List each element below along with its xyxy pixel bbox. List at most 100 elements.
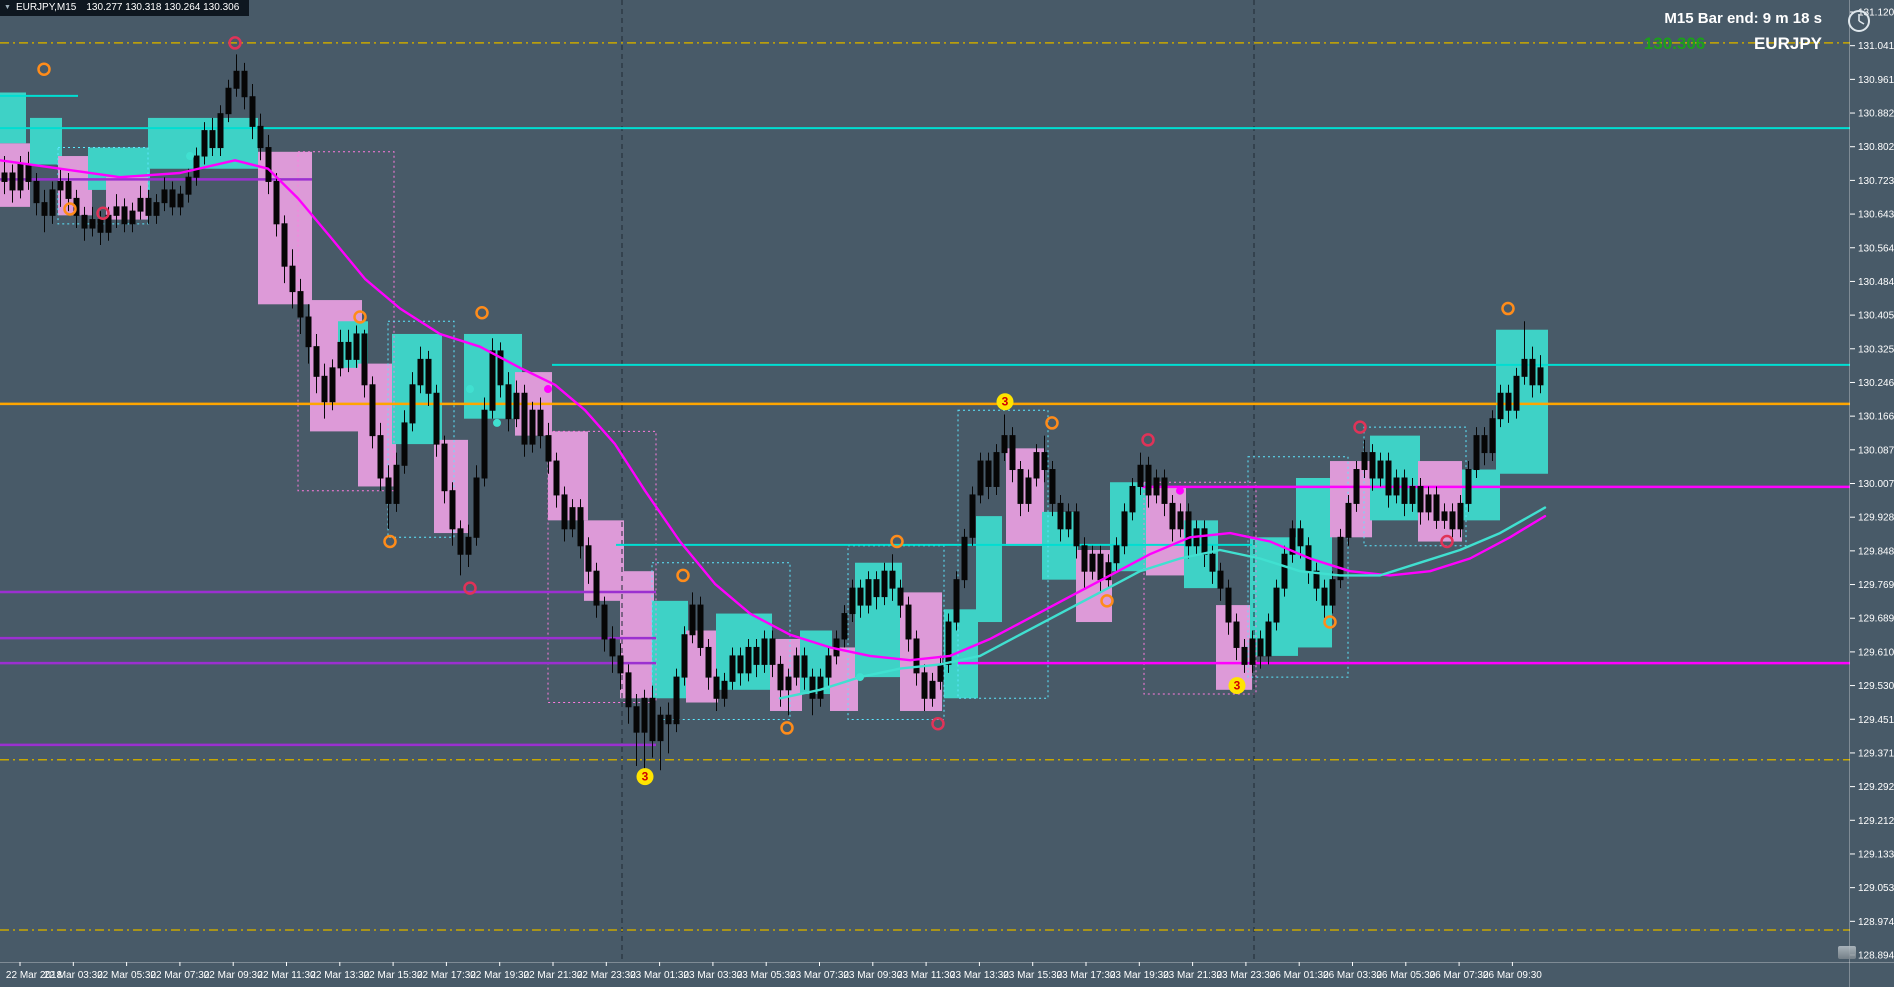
candle-body bbox=[1073, 511, 1080, 547]
candle-body bbox=[1353, 469, 1360, 504]
symbol-dropdown-icon[interactable]: ▼ bbox=[4, 4, 11, 11]
wave-3-number: 3 bbox=[642, 770, 649, 784]
price-axis[interactable]: 131.120 131.041 130.961 130.882 130.802 130.7… bbox=[1849, 0, 1894, 987]
price-axis-label: 130.484 bbox=[1858, 277, 1894, 288]
candle-body bbox=[769, 638, 776, 665]
price-axis-label: 129.133 bbox=[1858, 849, 1894, 860]
candle-body bbox=[561, 494, 568, 530]
signal-circle-orange bbox=[1501, 301, 1515, 316]
time-axis-label: 23 Mar 11:30 bbox=[897, 970, 956, 981]
candle-body bbox=[553, 460, 560, 496]
quote-line: 130.306 EURJPY bbox=[1644, 34, 1822, 54]
candle-body bbox=[969, 494, 976, 538]
candle-body bbox=[1033, 452, 1040, 479]
time-axis-label: 26 Mar 05:30 bbox=[1376, 970, 1435, 981]
price-axis-label: 129.689 bbox=[1858, 614, 1894, 625]
price-axis-label: 128.894 bbox=[1858, 951, 1894, 962]
candle-body bbox=[1497, 392, 1504, 420]
candle-body bbox=[1313, 570, 1320, 589]
time-axis-label: 23 Mar 01:30 bbox=[630, 970, 689, 981]
signal-circle-orange bbox=[353, 310, 367, 324]
candle-body bbox=[257, 125, 264, 149]
candle-body bbox=[185, 176, 192, 195]
candle-body bbox=[161, 189, 168, 204]
time-axis-label: 22 Mar 11:30 bbox=[257, 970, 316, 981]
signal-circle-orange bbox=[780, 721, 794, 735]
wave-3-marker bbox=[996, 393, 1014, 411]
candle-body bbox=[1409, 485, 1416, 504]
wave-3-marker bbox=[636, 768, 654, 786]
candle-body bbox=[521, 392, 528, 445]
candle-body bbox=[57, 180, 64, 191]
candle-body bbox=[97, 219, 104, 233]
candle-body bbox=[1425, 494, 1432, 513]
candle-body bbox=[1161, 477, 1168, 504]
candle-body bbox=[1217, 570, 1224, 589]
candle-body bbox=[649, 697, 656, 742]
candle-body bbox=[665, 714, 672, 725]
ma-layer bbox=[0, 159, 1547, 700]
signal-dot bbox=[186, 152, 194, 161]
candle-body bbox=[745, 646, 752, 674]
candle-body bbox=[1257, 638, 1264, 657]
candle-body bbox=[1233, 621, 1240, 648]
symbol-label: EURJPY bbox=[1753, 34, 1822, 53]
candle-body bbox=[697, 604, 704, 648]
time-axis-label: 23 Mar 09:30 bbox=[843, 970, 902, 981]
price-axis-label: 129.371 bbox=[1858, 748, 1894, 759]
candle-body bbox=[33, 180, 40, 204]
price-axis-label: 130.723 bbox=[1858, 176, 1894, 187]
candles-layer bbox=[1, 54, 1544, 771]
time-axis-label: 23 Mar 21:30 bbox=[1163, 970, 1222, 981]
candle-body bbox=[753, 646, 760, 665]
candle-body bbox=[1377, 460, 1384, 479]
time-axis-label: 22 Mar 19:30 bbox=[470, 970, 529, 981]
candle-body bbox=[1081, 545, 1088, 572]
candle-body bbox=[169, 189, 176, 208]
signal-dot bbox=[856, 673, 864, 682]
candle-body bbox=[393, 464, 400, 504]
wave-3-number: 3 bbox=[1002, 395, 1009, 409]
signal-circle-orange bbox=[37, 62, 51, 76]
candle-body bbox=[1129, 485, 1136, 513]
candle-body bbox=[433, 392, 440, 445]
candle-body bbox=[545, 435, 552, 462]
candle-body bbox=[1537, 367, 1544, 386]
time-axis-label: 23 Mar 17:30 bbox=[1057, 970, 1116, 981]
signal-dot bbox=[466, 385, 474, 394]
dashed-range-box bbox=[1143, 481, 1257, 695]
candle-body bbox=[1457, 502, 1464, 530]
candle-body bbox=[1385, 460, 1392, 496]
time-axis-label: 26 Mar 03:30 bbox=[1323, 970, 1382, 981]
candle-body bbox=[1441, 511, 1448, 521]
candle-body bbox=[1345, 502, 1352, 538]
zone-box-pink bbox=[1418, 461, 1462, 542]
ohlc-quote-label: 130.277 130.318 130.264 130.306 bbox=[86, 2, 240, 13]
price-axis-label: 129.053 bbox=[1858, 883, 1894, 894]
candle-body bbox=[1089, 553, 1096, 572]
candle-body bbox=[617, 655, 624, 674]
price-axis-label: 130.564 bbox=[1858, 243, 1894, 254]
signal-circle-orange bbox=[1045, 416, 1059, 430]
zone-box-teal bbox=[30, 117, 62, 165]
candle-body bbox=[1153, 477, 1160, 496]
candle-body bbox=[913, 638, 920, 674]
signal-dot bbox=[1176, 486, 1184, 495]
candle-body bbox=[1417, 485, 1424, 513]
zone-box-teal bbox=[1496, 329, 1548, 474]
levels-layer bbox=[0, 42, 1850, 931]
candle-body bbox=[25, 164, 32, 182]
bid-price-label: 130.306 bbox=[1643, 34, 1706, 53]
candle-body bbox=[921, 672, 928, 699]
candle-body bbox=[465, 536, 472, 555]
candle-body bbox=[441, 443, 448, 492]
signal-circle-orange bbox=[1323, 615, 1337, 629]
signal-circle-red bbox=[463, 581, 477, 595]
candle-body bbox=[9, 172, 16, 191]
candle-body bbox=[177, 193, 184, 208]
price-axis-label: 130.007 bbox=[1858, 479, 1894, 490]
candle-body bbox=[577, 507, 584, 547]
candle-body bbox=[777, 663, 784, 691]
